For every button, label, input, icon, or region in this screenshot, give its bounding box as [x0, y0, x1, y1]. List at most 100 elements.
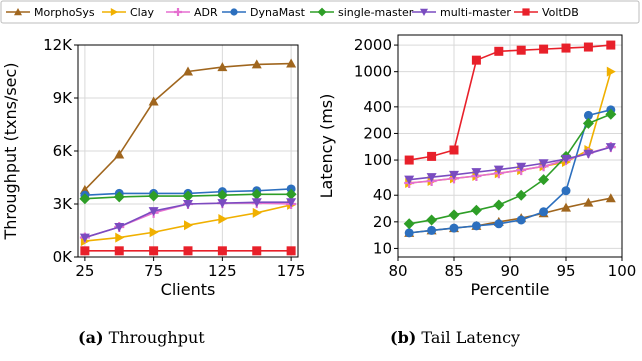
latency-ytick-label: 200 [363, 124, 392, 142]
throughput-point-morphosys [148, 96, 159, 106]
caption-a-text: Throughput [108, 328, 205, 347]
throughput-point-voltdb [114, 246, 124, 256]
latency-point-single-master [515, 189, 527, 201]
latency-point-clay [606, 66, 616, 77]
latency-point-dynamast [583, 110, 593, 120]
throughput-point-morphosys [183, 66, 193, 76]
latency-point-multi-master [493, 165, 504, 175]
latency-point-multi-master [538, 159, 549, 169]
throughput-point-single-master [251, 188, 263, 200]
latency-ytick-label: 20 [373, 213, 392, 231]
throughput-point-clay [149, 227, 159, 238]
latency-point-morphosys [605, 193, 616, 203]
latency-point-voltdb [561, 43, 571, 53]
latency-point-voltdb [606, 40, 616, 50]
legend-marker-clay [110, 8, 118, 16]
latency-series-line-single-master [409, 113, 612, 225]
latency-series-line-dynamast [409, 109, 611, 234]
latency-point-multi-master [583, 149, 594, 159]
legend-marker-dynamast [230, 8, 238, 16]
latency-point-multi-master [426, 173, 437, 183]
latency-point-voltdb [404, 155, 414, 165]
latency-xtick-label: 100 [608, 262, 637, 280]
throughput-point-voltdb [183, 246, 193, 256]
latency-point-multi-master [605, 143, 616, 153]
throughput-xtick-label: 75 [144, 262, 163, 280]
latency-ytick-label: 400 [363, 98, 392, 116]
latency-point-multi-master [516, 162, 527, 172]
latency-point-voltdb [449, 145, 459, 155]
caption-b-text: Tail Latency [421, 328, 521, 347]
caption-b-tag: (b) [390, 328, 417, 347]
latency-xtick-label: 85 [444, 262, 463, 280]
throughput-point-single-master [79, 193, 91, 205]
legend-label-multi-master: multi-master [440, 6, 511, 19]
legend-label-single-master: single-master [338, 6, 414, 19]
legend: MorphoSys Clay ADR DynaMast single-master mul… [0, 0, 640, 24]
latency-point-morphosys [583, 197, 594, 207]
latency-point-single-master [470, 204, 482, 216]
throughput-point-multi-master [217, 199, 228, 209]
throughput-point-clay [115, 232, 125, 243]
latency-point-single-master [448, 209, 460, 221]
latency-y-axis-label: Latency (ms) [317, 94, 336, 199]
throughput-ytick-label: 6K [53, 142, 74, 160]
throughput-point-single-master [113, 191, 125, 203]
legend-marker-morphosys [14, 8, 22, 16]
latency-point-multi-master [449, 170, 459, 180]
latency-xtick-label: 80 [388, 262, 407, 280]
throughput-xtick-label: 125 [208, 262, 237, 280]
latency-ytick-label: 10 [373, 239, 392, 257]
latency-point-dynamast [539, 207, 549, 217]
latency-point-voltdb [516, 45, 526, 55]
legend-label-clay: Clay [130, 6, 154, 19]
latency-point-dynamast [449, 223, 459, 233]
throughput-xtick-label: 25 [75, 262, 94, 280]
latency-ytick-label: 40 [373, 186, 392, 204]
latency-point-dynamast [427, 225, 437, 235]
latency-ytick-label: 2000 [354, 36, 392, 54]
latency-point-voltdb [471, 55, 481, 65]
legend-marker-multi-master [420, 8, 428, 16]
throughput-point-single-master [285, 188, 297, 200]
throughput-point-single-master [182, 190, 194, 202]
legend-marker-voltdb [522, 8, 530, 16]
latency-xtick-label: 90 [500, 262, 519, 280]
latency-point-dynamast [471, 221, 481, 231]
throughput-point-voltdb [252, 246, 262, 256]
legend-label-adr: ADR [194, 6, 218, 19]
latency-series-line-voltdb [409, 44, 611, 161]
throughput-xtick-label: 175 [277, 262, 306, 280]
throughput-point-multi-master [114, 222, 125, 232]
caption-a: (a) Throughput [78, 328, 205, 347]
latency-point-voltdb [427, 151, 437, 161]
latency-point-single-master [605, 108, 617, 120]
latency-point-single-master [493, 199, 505, 211]
throughput-series-line-morphosys [84, 62, 292, 191]
latency-point-single-master [538, 174, 550, 186]
caption-b: (b) Tail Latency [390, 328, 520, 347]
throughput-point-clay [184, 220, 193, 231]
latency-point-single-master [403, 218, 415, 230]
latency-series-line-multi-master [409, 146, 612, 181]
latency-x-axis-label: Percentile [471, 280, 550, 299]
latency-ytick-label: 1000 [354, 63, 392, 81]
latency-point-multi-master [561, 154, 571, 164]
latency-point-dynamast [494, 219, 504, 229]
throughput-point-morphosys [286, 58, 297, 68]
throughput-point-voltdb [217, 246, 227, 256]
legend-marker-adr [174, 8, 182, 16]
throughput-x-axis-label: Clients [161, 280, 216, 299]
throughput-y-axis-label: Throughput (txns/sec) [1, 62, 20, 240]
caption-a-tag: (a) [78, 328, 104, 347]
latency-point-dynamast [516, 215, 526, 225]
throughput-point-morphosys [114, 149, 125, 159]
throughput-point-multi-master [251, 198, 262, 208]
throughput-ytick-label: 3K [53, 195, 74, 213]
throughput-ytick-label: 12K [43, 36, 73, 54]
throughput-point-single-master [148, 190, 160, 202]
throughput-point-single-master [216, 189, 228, 201]
throughput-point-multi-master [148, 207, 159, 217]
throughput-point-multi-master [286, 198, 297, 208]
latency-point-multi-master [404, 175, 415, 185]
